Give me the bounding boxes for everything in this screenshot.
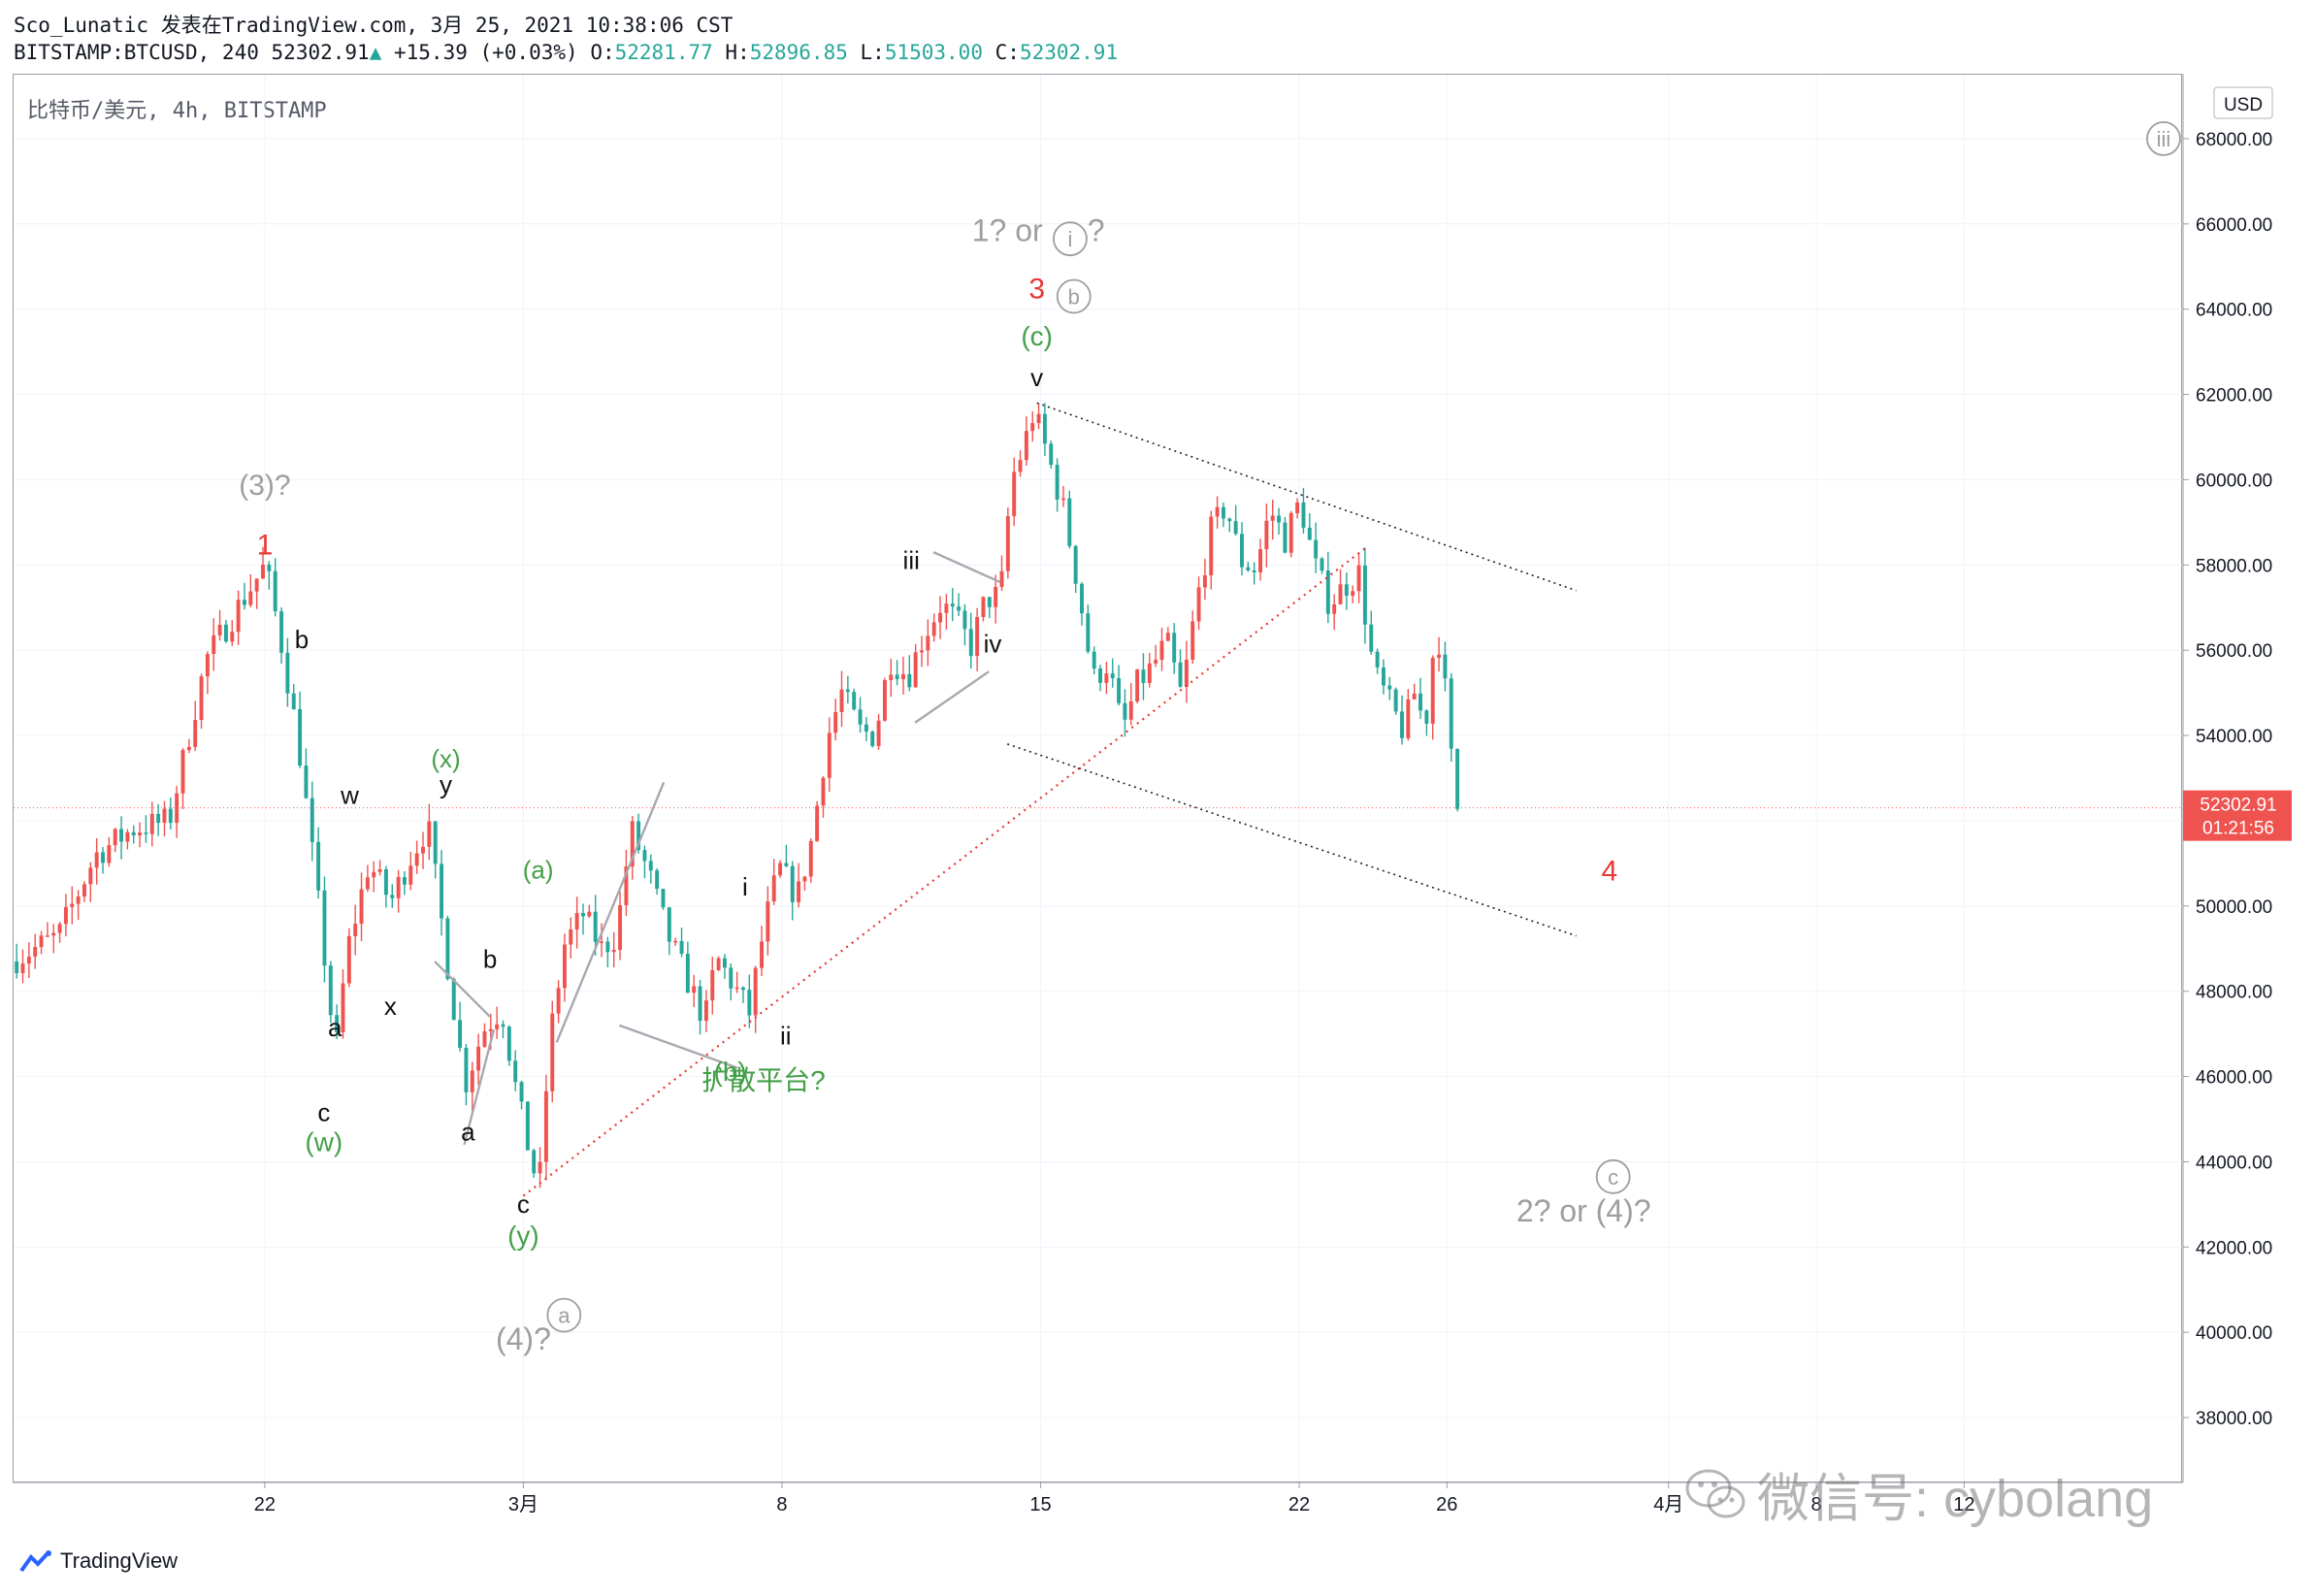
close-value: 52302.91 bbox=[1019, 41, 1119, 64]
open-value: 52281.77 bbox=[614, 41, 713, 64]
y-tick-label: 42000.00 bbox=[2196, 1238, 2272, 1258]
last-price-tag-countdown: 01:21:56 bbox=[2202, 819, 2274, 839]
symbol-label: 比特币/美元, 4h, BITSTAMP bbox=[27, 99, 327, 123]
publish-info: Sco_Lunatic 发表在TradingView.com, 3月 25, 2… bbox=[14, 14, 734, 37]
y-tick-label: 58000.00 bbox=[2196, 556, 2272, 576]
price-change: +15.39 (+0.03%) bbox=[394, 41, 578, 64]
x-tick-label: 15 bbox=[1029, 1494, 1051, 1515]
chart-frame bbox=[13, 74, 2182, 1482]
currency-label: USD bbox=[2224, 95, 2263, 115]
x-tick-label: 8 bbox=[776, 1494, 787, 1515]
watermark: 微信号: cybolang bbox=[1683, 1455, 2153, 1532]
header-line-1: Sco_Lunatic 发表在TradingView.com, 3月 25, 2… bbox=[14, 10, 733, 39]
y-tick-label: 46000.00 bbox=[2196, 1068, 2272, 1089]
currency-badge[interactable]: USD bbox=[2213, 86, 2273, 119]
wechat-icon bbox=[1685, 1469, 1745, 1517]
y-tick-label: 52000.00 bbox=[2196, 812, 2272, 832]
y-tick-label: 54000.00 bbox=[2196, 727, 2272, 747]
symbol-info: BITSTAMP:BTCUSD, 240 bbox=[14, 41, 259, 64]
y-tick-label: 56000.00 bbox=[2196, 641, 2272, 662]
footer: TradingView bbox=[19, 1548, 178, 1574]
triangle-up-icon: ▲ bbox=[369, 41, 382, 64]
y-tick-label: 60000.00 bbox=[2196, 471, 2272, 491]
y-tick-label: 38000.00 bbox=[2196, 1409, 2272, 1429]
x-tick-label: 22 bbox=[1288, 1494, 1310, 1515]
y-tick-label: 66000.00 bbox=[2196, 215, 2272, 236]
x-tick-label: 22 bbox=[254, 1494, 276, 1515]
x-tick-label: 26 bbox=[1436, 1494, 1457, 1515]
y-tick-label: 50000.00 bbox=[2196, 897, 2272, 918]
close-label: C: bbox=[994, 41, 1020, 64]
y-tick-label: 40000.00 bbox=[2196, 1323, 2272, 1344]
tradingview-logo-icon bbox=[19, 1550, 51, 1573]
price-axis: 68000.00 66000.00 64000.00 62000.00 60000.00… bbox=[2182, 130, 2272, 1429]
watermark-text: 微信号: cybolang bbox=[1757, 1470, 2154, 1528]
x-tick-label: 4月 bbox=[1653, 1494, 1683, 1515]
low-value: 51503.00 bbox=[884, 41, 983, 64]
y-tick-label: 68000.00 bbox=[2196, 130, 2272, 150]
y-tick-label: 64000.00 bbox=[2196, 301, 2272, 321]
low-label: L: bbox=[860, 41, 885, 64]
y-tick-label: 44000.00 bbox=[2196, 1153, 2272, 1173]
high-value: 52896.85 bbox=[749, 41, 848, 64]
last-price-tag: 52302.91 01:21:56 bbox=[2183, 790, 2292, 841]
y-tick-label: 48000.00 bbox=[2196, 983, 2272, 1003]
x-tick-label: 3月 bbox=[508, 1494, 538, 1515]
header-line-2: BITSTAMP:BTCUSD, 240 52302.91▲ +15.39 (+… bbox=[14, 41, 1118, 64]
open-label: O: bbox=[590, 41, 615, 64]
high-label: H: bbox=[725, 41, 750, 64]
last-price: 52302.91 bbox=[271, 41, 370, 64]
footer-brand: TradingView bbox=[60, 1548, 179, 1573]
last-price-tag-value: 52302.91 bbox=[2200, 796, 2276, 816]
y-tick-label: 62000.00 bbox=[2196, 386, 2272, 407]
